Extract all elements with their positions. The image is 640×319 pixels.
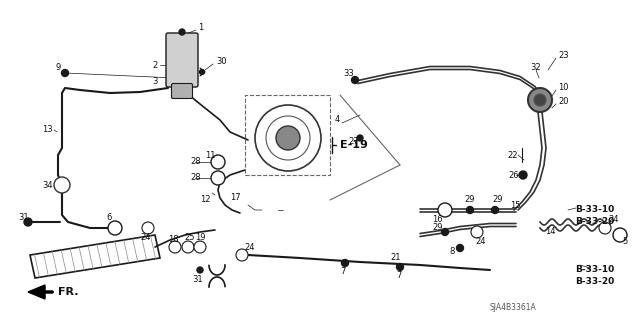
Circle shape [200,70,205,75]
Circle shape [442,228,449,235]
Circle shape [54,177,70,193]
Circle shape [266,116,310,160]
FancyBboxPatch shape [166,33,198,87]
Text: 31: 31 [18,213,29,222]
Circle shape [197,267,203,273]
Circle shape [169,241,181,253]
Text: 29: 29 [492,196,502,204]
Text: SJA4B3361A: SJA4B3361A [490,303,537,313]
Text: 33: 33 [343,70,354,78]
Circle shape [211,155,225,169]
Text: 24: 24 [244,243,255,253]
Circle shape [182,241,194,253]
Polygon shape [28,285,45,299]
Text: 32: 32 [530,63,541,72]
Text: 27: 27 [348,137,358,146]
Text: 17: 17 [230,194,241,203]
Text: 21: 21 [390,254,401,263]
Text: 10: 10 [558,84,568,93]
Text: 31: 31 [192,276,203,285]
Text: B-33-20: B-33-20 [575,278,614,286]
Text: 15: 15 [510,201,520,210]
Text: E-19: E-19 [340,140,368,150]
Text: 1: 1 [198,24,204,33]
Text: 7: 7 [340,268,346,277]
Circle shape [613,228,627,242]
Text: B-33-20: B-33-20 [575,218,614,226]
Text: 9: 9 [56,63,61,72]
FancyBboxPatch shape [172,84,193,99]
Text: 28: 28 [190,158,200,167]
Circle shape [438,203,452,217]
Text: 28: 28 [190,174,200,182]
Circle shape [108,221,122,235]
Circle shape [351,77,358,84]
Text: 24: 24 [140,234,150,242]
Circle shape [179,29,185,35]
Text: 19: 19 [195,234,205,242]
Circle shape [456,244,463,251]
Circle shape [397,263,403,271]
Circle shape [357,135,363,141]
Text: 34: 34 [42,181,52,189]
Text: 2: 2 [152,61,157,70]
Circle shape [492,206,499,213]
Text: 25: 25 [184,234,195,242]
Text: 12: 12 [200,196,211,204]
Text: B-33-10: B-33-10 [575,265,614,275]
Circle shape [519,171,527,179]
Text: 20: 20 [558,98,568,107]
Text: 14: 14 [545,227,556,236]
Text: 5: 5 [622,238,627,247]
Circle shape [142,222,154,234]
Circle shape [528,88,552,112]
Text: 16: 16 [432,216,443,225]
Text: 18: 18 [168,235,179,244]
Text: 7: 7 [396,271,401,280]
Text: 23: 23 [558,50,568,60]
Circle shape [471,226,483,238]
Circle shape [467,206,474,213]
Text: 4: 4 [335,115,340,124]
Text: 8: 8 [449,248,454,256]
Circle shape [534,94,546,106]
Circle shape [276,126,300,150]
Text: 13: 13 [42,125,52,135]
Circle shape [211,171,225,185]
Circle shape [24,218,32,226]
Text: 24: 24 [475,238,486,247]
Circle shape [599,222,611,234]
Text: 24: 24 [608,216,618,225]
Text: FR.: FR. [58,287,79,297]
Text: 6: 6 [106,213,111,222]
Circle shape [194,241,206,253]
Text: 29: 29 [432,224,442,233]
Text: 26: 26 [508,170,518,180]
Text: 11: 11 [205,151,216,160]
Circle shape [255,105,321,171]
Circle shape [236,249,248,261]
Text: 22: 22 [507,151,518,160]
Circle shape [61,70,68,77]
Text: B-33-10: B-33-10 [575,205,614,214]
Circle shape [342,259,349,266]
Text: 30: 30 [216,57,227,66]
Text: 3: 3 [152,78,157,86]
Bar [245,95,330,175]
Text: 29: 29 [464,196,474,204]
Polygon shape [30,235,160,278]
